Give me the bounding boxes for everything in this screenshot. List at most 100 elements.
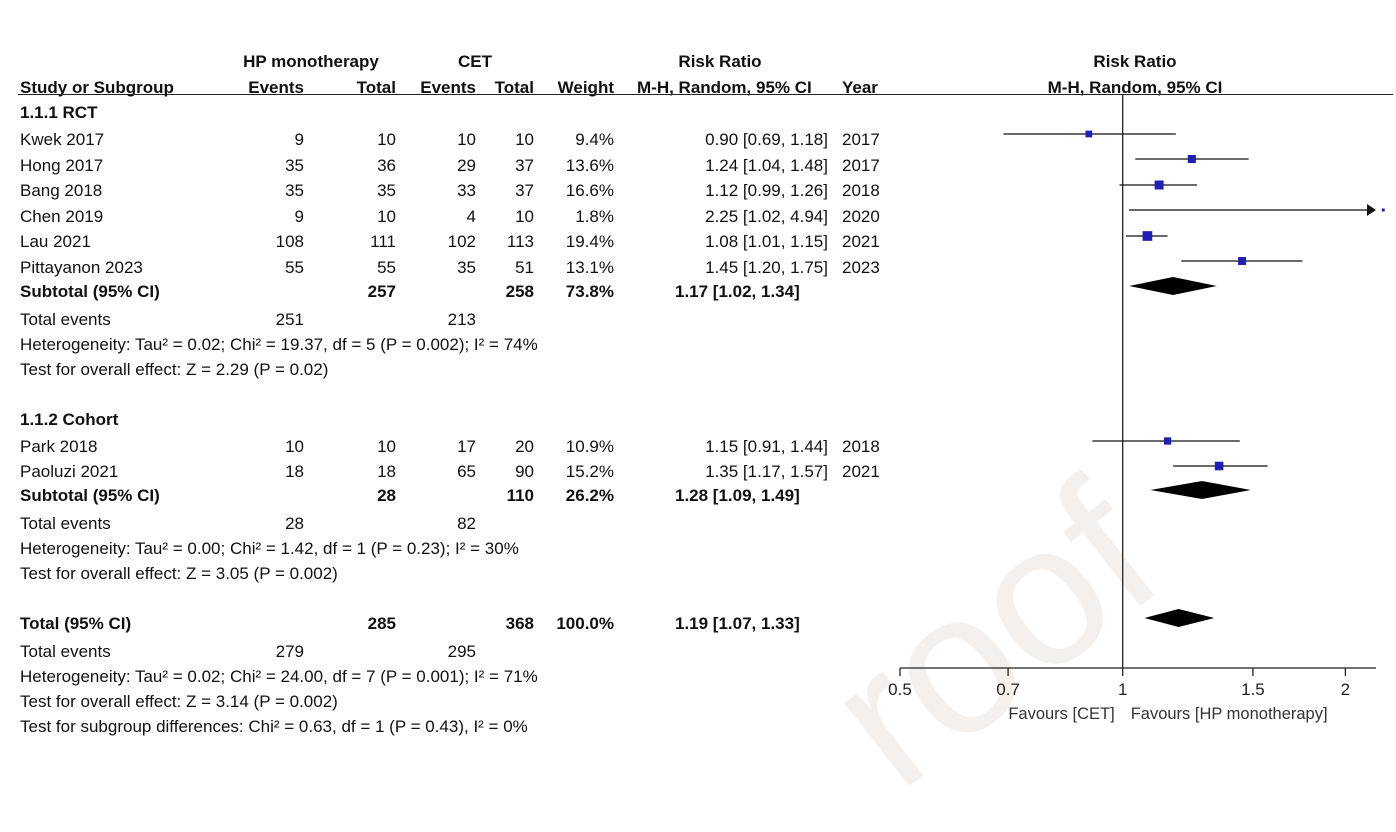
x-tick-label: 2	[1341, 680, 1350, 699]
weight: 13.1%	[565, 258, 614, 277]
subtotal-ci: 1.17 [1.02, 1.34]	[675, 282, 800, 301]
total1: 111	[370, 232, 396, 251]
total-events2: 82	[457, 514, 476, 533]
study-marker	[1163, 437, 1172, 445]
total-label: Total (95% CI)	[20, 614, 132, 633]
risk-ratio-ci: 1.45 [1.20, 1.75]	[705, 258, 828, 277]
study-marker	[1381, 208, 1385, 212]
study-marker	[1187, 154, 1196, 164]
total-events-label: Total events	[20, 514, 111, 533]
events2: 17	[457, 437, 476, 456]
total-ci: 1.19 [1.07, 1.33]	[675, 614, 800, 633]
total-events2: 213	[447, 310, 476, 329]
total1: 10	[377, 130, 396, 149]
study-col-header: Study or Subgroup	[20, 78, 174, 97]
total2-header: Total	[494, 78, 534, 97]
events2: 4	[466, 207, 476, 226]
favours-left-label: Favours [CET]	[1008, 705, 1114, 723]
year: 2018	[842, 437, 880, 456]
total1-header: Total	[356, 78, 396, 97]
total-total1: 285	[367, 614, 396, 633]
events2-header: Events	[420, 78, 476, 97]
events1: 9	[294, 207, 304, 226]
heterogeneity-text: Heterogeneity: Tau² = 0.02; Chi² = 19.37…	[20, 335, 538, 354]
year: 2020	[842, 207, 880, 226]
year: 2021	[842, 232, 880, 251]
subtotal-weight: 26.2%	[565, 486, 614, 505]
risk-ratio-ci: 1.24 [1.04, 1.48]	[705, 156, 828, 175]
subtotal-label: Subtotal (95% CI)	[20, 486, 160, 505]
pooled-diamond	[1144, 609, 1215, 627]
study-marker	[1154, 180, 1164, 190]
events2: 102	[447, 232, 476, 251]
year: 2017	[842, 156, 880, 175]
weight: 10.9%	[565, 437, 614, 456]
events1: 35	[285, 181, 304, 200]
year: 2021	[842, 462, 880, 481]
total2: 51	[515, 258, 534, 277]
rr-header: Risk Ratio	[678, 52, 762, 71]
events2: 65	[457, 462, 476, 481]
x-tick-label: 1	[1118, 680, 1127, 699]
subtotal-total1: 28	[377, 486, 396, 505]
overall-effect-text: Test for overall effect: Z = 3.14 (P = 0…	[20, 692, 338, 711]
weight: 16.6%	[565, 181, 614, 200]
header-rule	[18, 94, 1393, 95]
overall-effect-text: Test for overall effect: Z = 3.05 (P = 0…	[20, 564, 338, 583]
risk-ratio-ci: 1.12 [0.99, 1.26]	[705, 181, 828, 200]
year: 2017	[842, 130, 880, 149]
favours-right-label: Favours [HP monotherapy]	[1131, 705, 1328, 723]
weight: 1.8%	[575, 207, 614, 226]
weight: 13.6%	[565, 156, 614, 175]
plot-method-header: M-H, Random, 95% CI	[1047, 78, 1223, 97]
total-events1: 28	[285, 514, 304, 533]
total2: 10	[515, 207, 534, 226]
risk-ratio-ci: 2.25 [1.02, 4.94]	[705, 207, 828, 226]
year: 2018	[842, 181, 880, 200]
study-marker	[1214, 461, 1224, 471]
total-events1: 279	[275, 642, 304, 661]
subtotal-total1: 257	[367, 282, 396, 301]
total2: 90	[515, 462, 534, 481]
total1: 55	[377, 258, 396, 277]
ci-arrow-icon	[1367, 204, 1376, 216]
subtotal-ci: 1.28 [1.09, 1.49]	[675, 486, 800, 505]
study-name: Bang 2018	[20, 181, 103, 200]
events1: 18	[285, 462, 304, 481]
total2: 20	[515, 437, 534, 456]
risk-ratio-ci: 1.08 [1.01, 1.15]	[705, 232, 828, 251]
subgroup-differences-text: Test for subgroup differences: Chi² = 0.…	[20, 717, 528, 736]
year-header: Year	[842, 78, 878, 97]
study-name: Kwek 2017	[20, 130, 105, 149]
events1: 35	[285, 156, 304, 175]
events1: 55	[285, 258, 304, 277]
year: 2023	[842, 258, 880, 277]
weight: 15.2%	[565, 462, 614, 481]
study-marker	[1085, 130, 1093, 138]
total2: 37	[515, 181, 534, 200]
events1: 9	[294, 130, 304, 149]
subtotal-total2: 258	[505, 282, 534, 301]
total1: 36	[377, 156, 396, 175]
total1: 35	[377, 181, 396, 200]
x-tick-label: 1.5	[1241, 680, 1265, 699]
risk-ratio-ci: 1.15 [0.91, 1.44]	[705, 437, 828, 456]
forest-plot: 0.5 0.7 1 1.5 2 Favours [CET] Favours [HP mono…	[888, 94, 1385, 723]
study-marker	[1142, 231, 1153, 241]
heterogeneity-text: Heterogeneity: Tau² = 0.02; Chi² = 24.00…	[20, 667, 538, 686]
total1: 18	[377, 462, 396, 481]
total2: 113	[506, 232, 534, 251]
events1: 10	[285, 437, 304, 456]
study-name: Lau 2021	[20, 232, 91, 251]
group2-header: CET	[458, 52, 492, 71]
total-events-label: Total events	[20, 642, 111, 661]
weight-header: Weight	[557, 78, 614, 97]
weight: 19.4%	[565, 232, 614, 251]
study-name: Chen 2019	[20, 207, 104, 226]
events2: 35	[457, 258, 476, 277]
total1: 10	[377, 207, 396, 226]
rr-method-header: M-H, Random, 95% CI	[637, 78, 812, 97]
heterogeneity-text: Heterogeneity: Tau² = 0.00; Chi² = 1.42,…	[20, 539, 519, 558]
study-name: Paoluzi 2021	[20, 462, 119, 481]
overall-effect-text: Test for overall effect: Z = 2.29 (P = 0…	[20, 360, 329, 379]
